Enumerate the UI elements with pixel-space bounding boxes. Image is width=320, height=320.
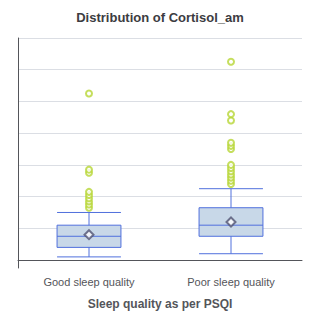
svg-text:Good sleep quality: Good sleep quality bbox=[43, 276, 135, 288]
svg-text:Poor sleep quality: Poor sleep quality bbox=[187, 276, 275, 288]
svg-text:Distribution of Cortisol_am: Distribution of Cortisol_am bbox=[76, 10, 244, 25]
svg-text:Sleep quality as per PSQI: Sleep quality as per PSQI bbox=[88, 297, 233, 311]
